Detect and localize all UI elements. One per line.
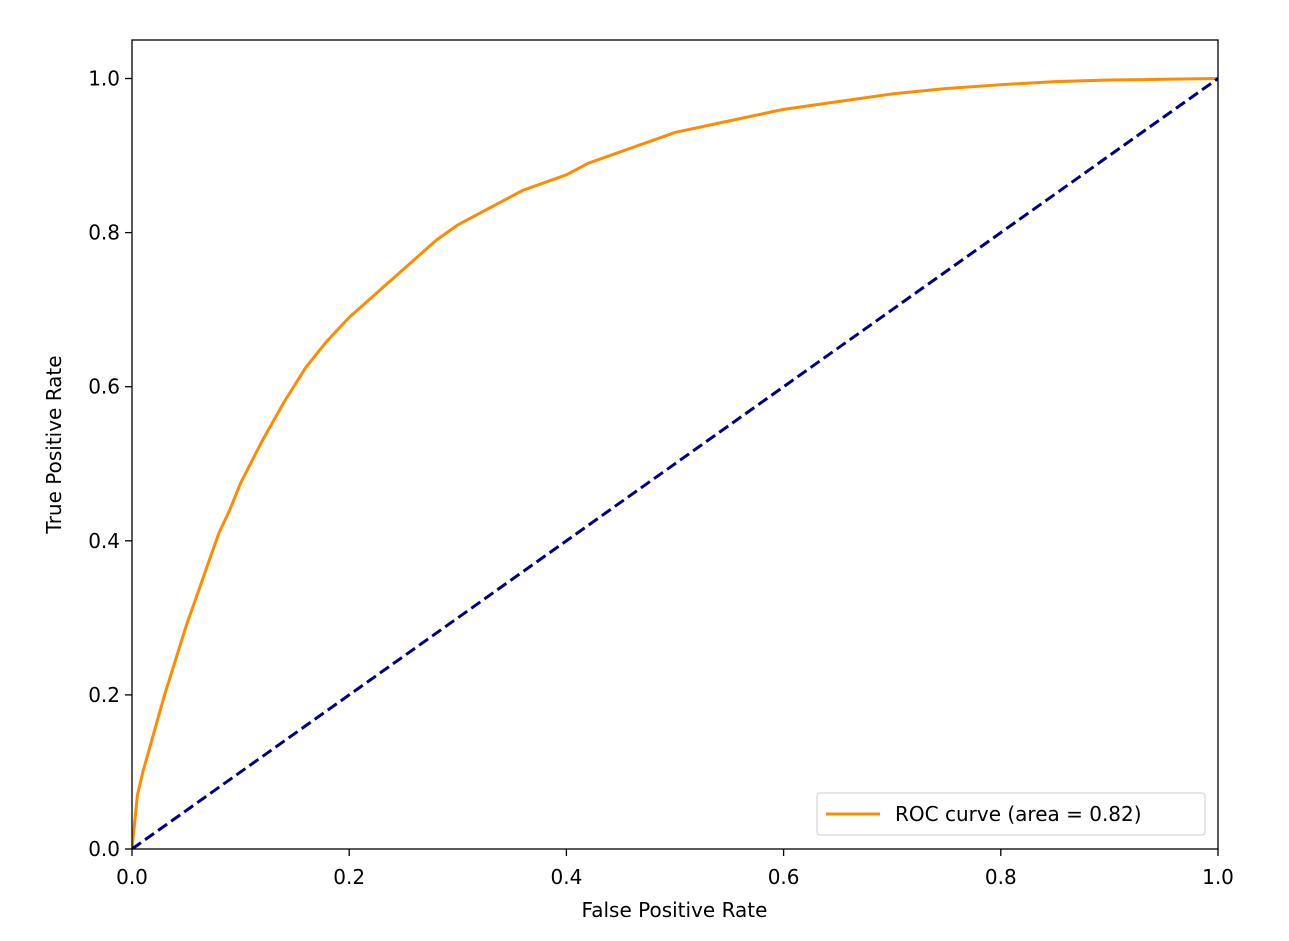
y-tick-label: 0.4 xyxy=(88,529,120,553)
x-tick-label: 0.2 xyxy=(333,865,365,889)
x-axis-ticks: 0.0 0.2 0.4 0.6 0.8 1.0 xyxy=(116,849,1234,889)
y-tick-label: 1.0 xyxy=(88,67,120,91)
x-tick-label: 0.0 xyxy=(116,865,148,889)
y-tick-label: 0.2 xyxy=(88,683,120,707)
x-tick-label: 0.8 xyxy=(985,865,1017,889)
y-tick-label: 0.6 xyxy=(88,375,120,399)
legend: ROC curve (area = 0.82) xyxy=(816,792,1206,836)
axes-frame xyxy=(131,39,1219,850)
x-tick-label: 0.6 xyxy=(768,865,800,889)
y-axis-label: True Positive Rate xyxy=(42,355,66,534)
legend-box xyxy=(816,792,1206,836)
legend-label-roc: ROC curve (area = 0.82) xyxy=(895,802,1142,826)
x-axis-label: False Positive Rate xyxy=(582,898,768,922)
y-tick-label: 0.0 xyxy=(88,837,120,861)
x-tick-label: 1.0 xyxy=(1202,865,1234,889)
roc-curve-line xyxy=(132,77,1218,849)
plot-area xyxy=(131,39,1219,850)
x-tick-label: 0.4 xyxy=(550,865,582,889)
y-tick-label: 0.8 xyxy=(88,221,120,245)
random-baseline-line xyxy=(132,77,1218,849)
y-axis-ticks: 0.0 0.2 0.4 0.6 0.8 1.0 xyxy=(88,67,132,861)
